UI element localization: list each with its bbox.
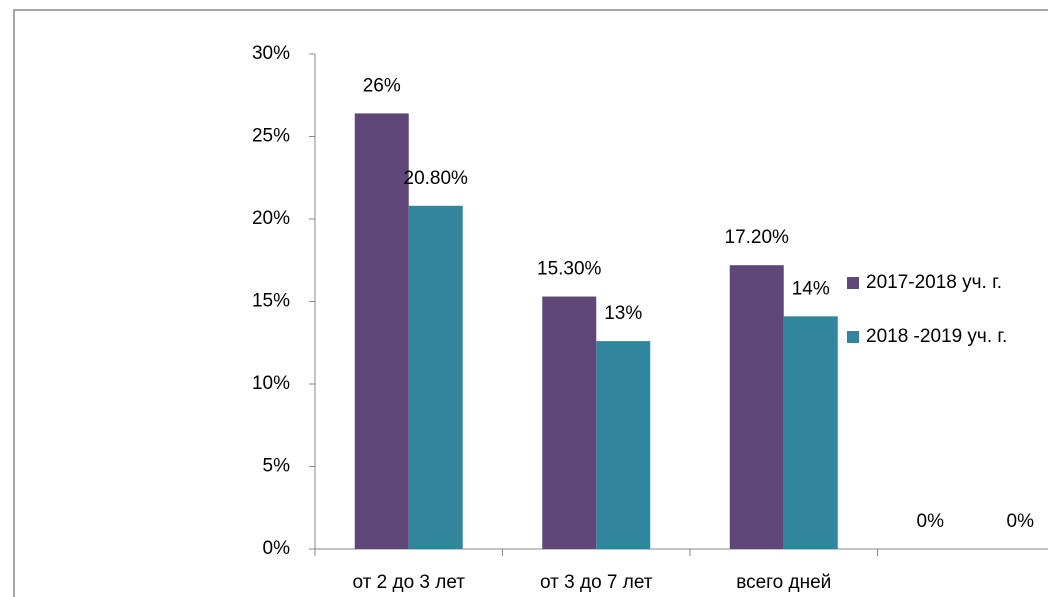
y-tick-label: 15% [252, 291, 290, 312]
value-label: 0% [917, 511, 945, 532]
bar [408, 205, 463, 550]
value-label: 13% [604, 303, 642, 324]
x-tick-label: всего дней [736, 572, 831, 593]
y-tick-label: 5% [263, 456, 291, 477]
bar [596, 341, 651, 549]
value-label: 17.20% [725, 227, 790, 248]
bar [783, 316, 838, 549]
bar [354, 113, 409, 550]
y-tick-label: 20% [252, 208, 290, 229]
value-label: 0% [1007, 511, 1035, 532]
value-label: 15.30% [537, 259, 602, 280]
y-tick-label: 30% [252, 43, 290, 64]
bar [542, 296, 597, 549]
legend-label: 2018 -2019 уч. г. [866, 326, 1007, 347]
value-label: 14% [792, 278, 830, 299]
y-tick-label: 10% [252, 373, 290, 394]
y-tick-label: 25% [252, 126, 290, 147]
legend-swatch [847, 331, 859, 343]
legend-label: 2017-2018 уч. г. [866, 272, 1002, 293]
bar [729, 265, 784, 549]
value-label: 26% [363, 75, 401, 96]
chart-frame [13, 9, 1048, 597]
y-tick-label: 0% [263, 538, 291, 559]
x-tick-label: от 3 до 7 лет [540, 572, 653, 593]
value-label: 20.80% [404, 168, 469, 189]
x-tick-label: от 2 до 3 лет [353, 572, 466, 593]
legend-swatch [847, 277, 859, 289]
